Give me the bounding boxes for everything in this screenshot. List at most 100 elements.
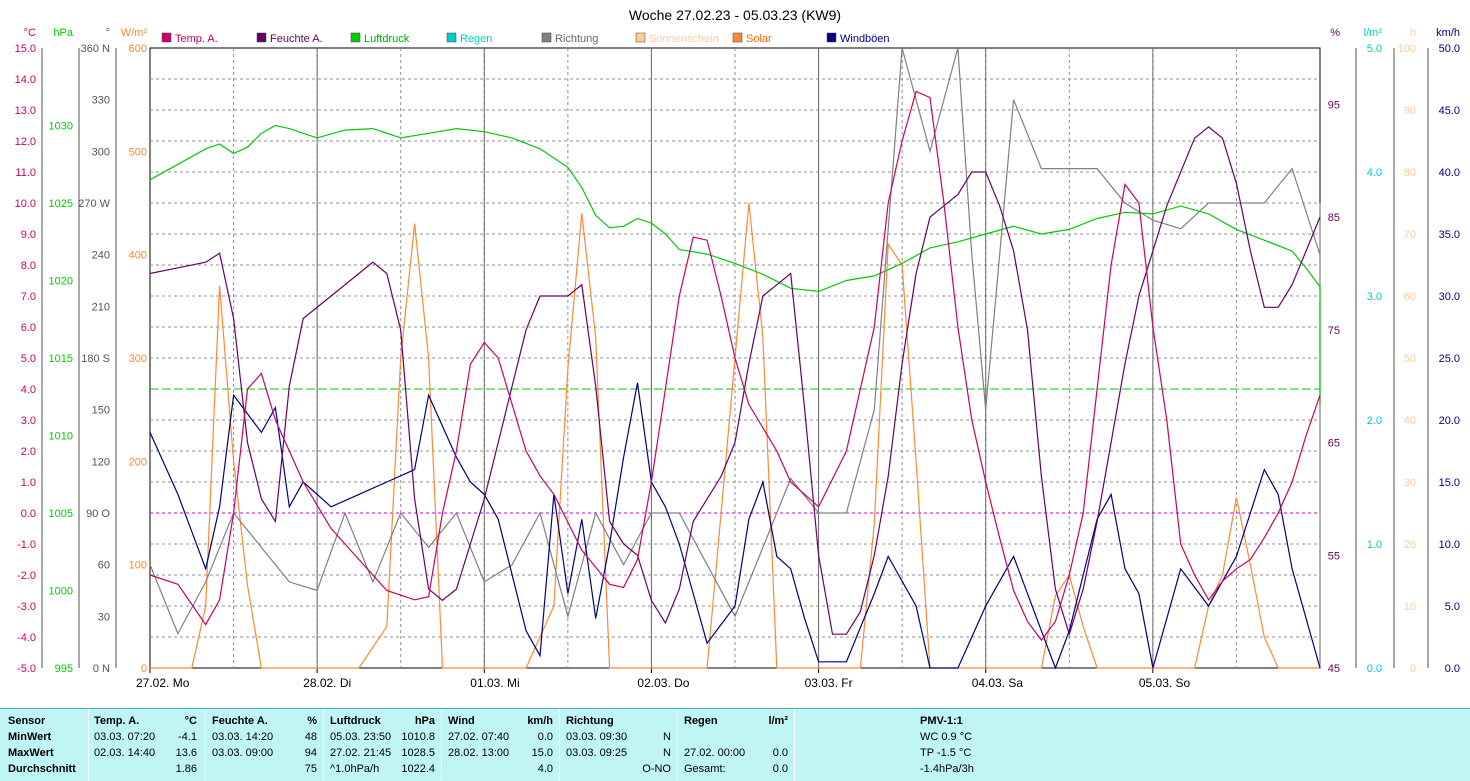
y-tick-label-sunshine: 70 xyxy=(1404,229,1416,241)
y-axis-unit-rain: l/m² xyxy=(1364,27,1383,39)
direction-max-time: 03.03. 09:25 xyxy=(566,747,628,759)
y-tick-label-direction: 30 xyxy=(98,611,110,623)
temp-max-time: 02.03. 14:40 xyxy=(94,747,156,759)
y-tick-label-temp: 7.0 xyxy=(21,291,36,303)
x-tick-label: 04.03. Sa xyxy=(972,676,1024,690)
wind-column: Wind km/h 27.02. 07:40 0.0 28.02. 13:00 … xyxy=(442,709,560,781)
pressure-max-value: 1028.5 xyxy=(401,747,435,759)
y-tick-label-sunshine: 100 xyxy=(1398,43,1416,55)
row-label-avg: Durchschnitt xyxy=(8,763,76,775)
y-tick-label-solar: 500 xyxy=(129,146,147,158)
chart-title: Woche 27.02.23 - 05.03.23 (KW9) xyxy=(629,7,841,23)
y-tick-label-temp: -5.0 xyxy=(17,663,36,675)
stats-table: Sensor MinWert MaxWert Durchschnitt Temp… xyxy=(0,708,1470,781)
y-tick-label-humidity: 65 xyxy=(1328,438,1340,450)
y-tick-label-gust: 40.0 xyxy=(1439,167,1460,179)
series-line-solar xyxy=(150,202,1320,669)
series-line-luftdruck xyxy=(149,124,1321,405)
sensor-header: Sensor xyxy=(8,715,46,727)
y-tick-label-direction: 60 xyxy=(98,560,110,572)
y-tick-label-solar: 400 xyxy=(129,250,147,262)
y-tick-label-gust: 10.0 xyxy=(1439,539,1460,551)
humidity-column: Feuchte A. % 03.03. 14:20 48 03.03. 09:0… xyxy=(206,709,324,781)
axes: 27.02. Mo 28.02. Di 01.03. Mi 02.03. Do 03.0… xyxy=(15,27,1460,690)
series-line-feuchtea xyxy=(149,126,1321,637)
y-axis-unit-solar: W/m² xyxy=(121,27,148,39)
sensor-column: Sensor MinWert MaxWert Durchschnitt xyxy=(0,709,89,781)
y-tick-label-pressure: 1000 xyxy=(49,586,73,598)
y-tick-label-sunshine: 40 xyxy=(1404,415,1416,427)
y-tick-label-temp: 15.0 xyxy=(15,43,36,55)
y-tick-label-sunshine: 0 xyxy=(1410,663,1416,675)
y-tick-label-gust: 15.0 xyxy=(1439,477,1460,489)
series-line-windben xyxy=(149,382,1321,670)
y-tick-label-temp: 5.0 xyxy=(21,353,36,365)
legend-swatch xyxy=(635,32,646,43)
y-tick-label-rain: 2.0 xyxy=(1367,415,1382,427)
legend-label: Temp. A. xyxy=(175,33,218,45)
humidity-avg-value: 75 xyxy=(304,763,317,775)
y-tick-label-rain: 4.0 xyxy=(1367,167,1382,179)
pressure-header: Luftdruck xyxy=(330,715,381,727)
wind-max-time: 28.02. 13:00 xyxy=(448,747,510,759)
y-tick-label-temp: 13.0 xyxy=(15,105,36,117)
row-label-max: MaxWert xyxy=(8,747,54,759)
y-tick-label-gust: 35.0 xyxy=(1439,229,1460,241)
y-tick-label-solar: 200 xyxy=(129,456,147,468)
temp-max-value: 13.6 xyxy=(175,747,197,759)
y-tick-label-sunshine: 50 xyxy=(1404,353,1416,365)
y-tick-label-gust: 5.0 xyxy=(1445,601,1460,613)
y-tick-label-temp: 11.0 xyxy=(15,167,36,179)
y-tick-label-gust: 30.0 xyxy=(1439,291,1460,303)
rain-header: Regen xyxy=(684,715,718,727)
direction-min-time: 03.03. 09:30 xyxy=(566,731,628,743)
wind-header: Wind xyxy=(448,715,475,727)
legend-label: Richtung xyxy=(555,33,598,45)
rain-max-time: 27.02. 00:00 xyxy=(684,747,746,759)
direction-min-value: N xyxy=(663,731,671,743)
pressure-trend: ^1.0hPa/h xyxy=(330,763,380,775)
direction-avg-value: O-NO xyxy=(642,763,671,775)
row-label-min: MinWert xyxy=(8,731,52,743)
legend-swatch xyxy=(826,32,837,43)
y-tick-label-humidity: 45 xyxy=(1328,663,1340,675)
y-tick-label-rain: 0.0 xyxy=(1367,663,1382,675)
series-line-richtung xyxy=(149,47,1321,668)
x-tick-label: 27.02. Mo xyxy=(136,676,190,690)
humidity-header: Feuchte A. xyxy=(212,715,268,727)
legend-label: Feuchte A. xyxy=(270,33,323,45)
y-tick-label-direction: 0 N xyxy=(93,663,110,675)
y-axis-unit-direction: ° xyxy=(106,27,110,39)
y-tick-label-temp: 14.0 xyxy=(15,74,36,86)
y-tick-label-direction: 180 S xyxy=(81,353,110,365)
y-tick-label-direction: 360 N xyxy=(81,43,110,55)
rain-max-value: 0.0 xyxy=(772,747,788,759)
pressure-unit: hPa xyxy=(414,715,435,727)
legend-swatch xyxy=(446,32,457,43)
y-tick-label-rain: 3.0 xyxy=(1367,291,1382,303)
y-axis-unit-humidity: % xyxy=(1330,27,1340,39)
y-tick-label-pressure: 1010 xyxy=(49,431,73,443)
y-tick-label-temp: 8.0 xyxy=(21,260,36,272)
y-tick-label-gust: 0.0 xyxy=(1445,663,1460,675)
y-tick-label-temp: -4.0 xyxy=(17,632,36,644)
humidity-min-value: 48 xyxy=(304,731,317,743)
y-tick-label-pressure: 1030 xyxy=(49,121,73,133)
humidity-max-value: 94 xyxy=(304,747,317,759)
temp-min-time: 03.03. 07:20 xyxy=(94,731,156,743)
y-tick-label-humidity: 55 xyxy=(1328,550,1340,562)
series-layer xyxy=(149,47,1321,670)
weather-chart: Woche 27.02.23 - 05.03.23 (KW9) 27.02. M… xyxy=(15,7,1460,690)
y-tick-label-gust: 45.0 xyxy=(1439,105,1460,117)
rain-unit: l/m² xyxy=(768,715,788,727)
y-tick-label-temp: 12.0 xyxy=(15,136,36,148)
y-tick-label-solar: 600 xyxy=(129,43,147,55)
y-tick-label-temp: 6.0 xyxy=(21,322,36,334)
rain-total-label: Gesamt: xyxy=(684,763,726,775)
y-tick-label-sunshine: 10 xyxy=(1404,601,1416,613)
y-tick-label-temp: 1.0 xyxy=(21,477,36,489)
legend-label: Sonnenschein xyxy=(649,33,719,45)
pmv-trend: -1.4hPa/3h xyxy=(920,763,974,775)
y-tick-label-sunshine: 60 xyxy=(1404,291,1416,303)
y-tick-label-direction: 150 xyxy=(92,405,110,417)
